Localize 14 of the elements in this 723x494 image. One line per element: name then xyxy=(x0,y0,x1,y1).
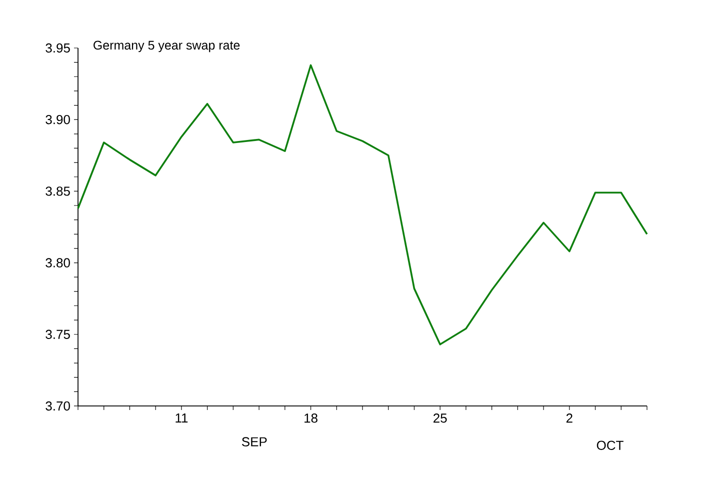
y-tick-label: 3.85 xyxy=(46,186,70,196)
x-tick-label: 11 xyxy=(176,414,188,422)
text: OCT xyxy=(596,440,624,450)
x-tick-label: 2 xyxy=(566,414,572,423)
y-tick-label: 3.70 xyxy=(46,401,70,411)
y-tick-label: 3.95 xyxy=(46,43,70,53)
y-tick-label: 3.80 xyxy=(46,258,70,268)
x-tick-label: 25 xyxy=(434,414,447,423)
y-tick-label: 3.75 xyxy=(46,330,70,339)
x-tick-label: 18 xyxy=(304,414,318,423)
chart-title: Germany 5 year swap rate xyxy=(94,40,240,52)
line-series xyxy=(77,64,648,346)
text: SEP xyxy=(242,437,267,446)
y-tick-label: 3.90 xyxy=(46,114,70,124)
